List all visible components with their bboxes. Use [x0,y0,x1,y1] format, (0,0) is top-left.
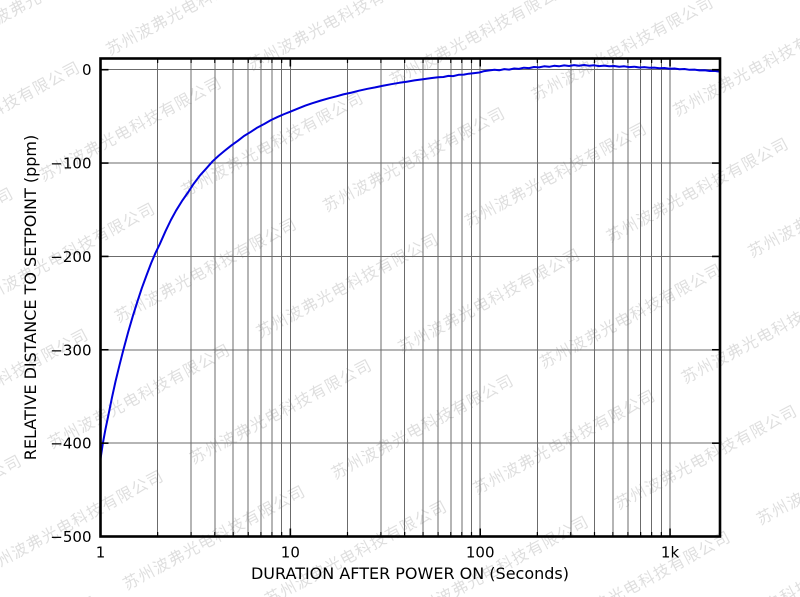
x-axis-label: DURATION AFTER POWER ON (Seconds) [251,564,569,583]
plot-border [99,57,722,538]
x-tick-label: 1 [96,544,106,562]
y-axis-label: RELATIVE DISTANCE TO SETPOINT (ppm) [21,135,40,461]
gridlines [100,58,720,537]
y-tick-label: −200 [50,248,91,266]
series-line [99,64,721,460]
x-tick-label: 10 [281,544,300,562]
y-tick-label: 0 [82,61,92,79]
y-tick-label: −400 [50,435,91,453]
y-tick-label: −300 [50,341,91,359]
data-curve [99,64,721,460]
y-tick-label: −500 [50,528,91,546]
tick-labels: 1 10 100 1k 0 −100 −200 −300 −400 −500 [50,61,679,561]
x-tick-label: 100 [466,544,495,562]
tick-marks [99,58,720,538]
axes-frame [99,57,722,538]
y-tick-label: −100 [50,155,91,173]
x-tick-label: 1k [661,544,680,562]
